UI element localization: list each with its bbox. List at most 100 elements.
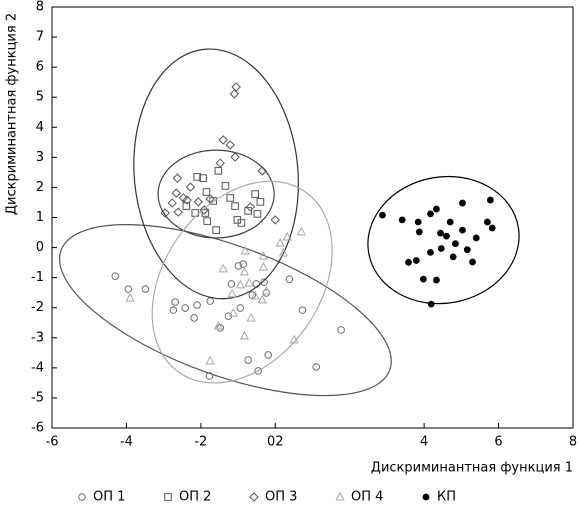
point — [270, 215, 280, 225]
point — [245, 202, 256, 212]
y-tick-label: -3 — [31, 330, 44, 345]
point — [203, 217, 211, 225]
point — [244, 278, 254, 287]
legend-label: ОП 2 — [179, 490, 211, 505]
point — [202, 188, 211, 196]
point — [190, 314, 198, 322]
point — [229, 89, 240, 99]
point — [124, 285, 133, 293]
point — [285, 275, 294, 283]
point — [199, 205, 209, 215]
point — [231, 202, 239, 210]
point — [289, 334, 299, 344]
point — [167, 198, 177, 208]
point — [173, 207, 183, 217]
point — [312, 363, 321, 371]
point — [193, 301, 201, 309]
point — [433, 205, 440, 213]
point — [256, 198, 265, 206]
point — [221, 182, 230, 190]
point — [412, 257, 420, 264]
point — [171, 298, 179, 306]
point — [449, 253, 457, 261]
point — [205, 355, 215, 365]
confidence-ellipse — [133, 48, 300, 300]
point — [160, 208, 170, 218]
legend-label: ОП 4 — [351, 490, 383, 505]
point — [237, 219, 246, 227]
point — [239, 330, 250, 340]
confidence-ellipse — [157, 149, 275, 239]
point — [227, 280, 236, 288]
point — [230, 152, 240, 162]
point — [486, 196, 494, 204]
x-tick-label: 4 — [420, 435, 428, 450]
confidence-ellipse — [367, 175, 520, 305]
point — [437, 229, 444, 237]
y-tick-label: 3 — [36, 150, 44, 165]
legend-marker — [164, 493, 172, 501]
x-axis-label: Дискриминантная функция 1 — [371, 461, 573, 476]
point — [236, 304, 245, 312]
legend-label: ОП 3 — [265, 490, 297, 505]
point — [239, 260, 248, 268]
point — [257, 166, 267, 176]
point — [484, 218, 491, 226]
y-tick-label: -5 — [31, 390, 44, 405]
point — [205, 194, 215, 204]
point — [250, 290, 260, 300]
point — [215, 158, 225, 168]
y-tick-label: 4 — [36, 120, 44, 135]
point — [234, 262, 243, 270]
point — [261, 285, 271, 295]
point — [244, 207, 252, 215]
point — [275, 238, 285, 247]
point — [296, 226, 306, 236]
point — [452, 240, 459, 248]
legend-label: КП — [437, 490, 456, 505]
point — [201, 209, 210, 217]
y-tick-label: 7 — [36, 30, 44, 45]
y-axis-label: Дискриминантная функция 2 — [5, 13, 20, 215]
point — [415, 228, 423, 236]
point — [459, 199, 466, 207]
point — [182, 195, 192, 205]
point — [405, 258, 412, 266]
y-tick-label: -2 — [31, 300, 44, 315]
point — [228, 308, 238, 317]
point — [252, 280, 261, 288]
y-tick-label: 6 — [36, 60, 44, 75]
point — [446, 218, 454, 226]
point — [125, 293, 135, 302]
x-tick-label: -2 — [194, 435, 207, 450]
point — [239, 266, 250, 276]
point — [427, 210, 434, 218]
point — [240, 245, 250, 255]
legend-label: ОП 1 — [93, 490, 125, 505]
confidence-ellipse — [58, 224, 392, 397]
y-tick-label: -6 — [31, 421, 44, 436]
point — [169, 306, 178, 314]
point — [181, 304, 190, 312]
point — [251, 190, 259, 198]
point — [427, 300, 435, 308]
point — [414, 218, 422, 226]
point — [218, 263, 228, 273]
point — [193, 173, 201, 181]
y-tick-label: 5 — [36, 90, 44, 105]
point — [205, 372, 214, 380]
point — [463, 246, 471, 254]
point — [213, 321, 223, 330]
y-tick-label: 0 — [36, 240, 44, 255]
point — [398, 216, 406, 224]
point — [199, 174, 207, 182]
point — [278, 247, 289, 257]
point — [172, 173, 183, 183]
point — [337, 326, 345, 334]
point — [254, 367, 262, 375]
point — [433, 276, 440, 284]
point — [227, 288, 237, 298]
point — [459, 226, 466, 234]
point — [437, 245, 445, 252]
